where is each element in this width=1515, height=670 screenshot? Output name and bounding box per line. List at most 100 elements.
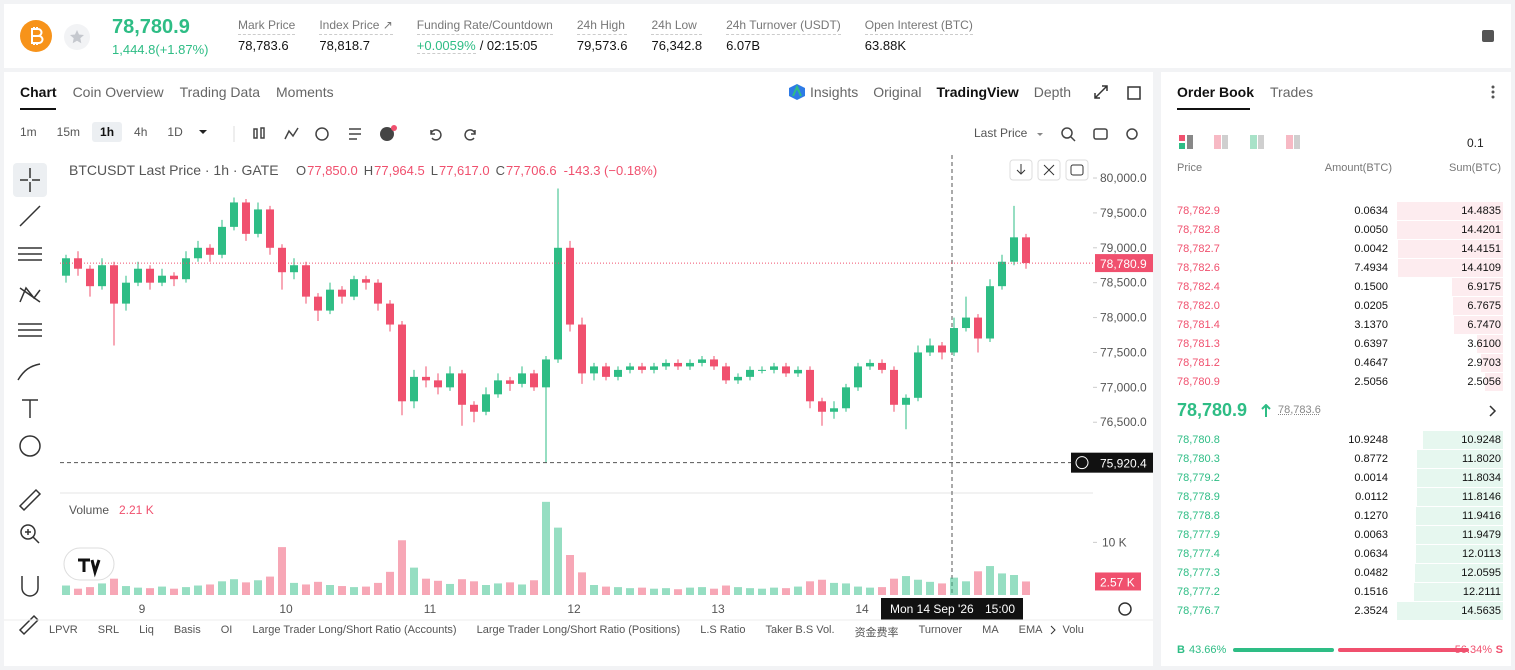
- ob-amount: 0.1270: [1354, 510, 1388, 522]
- ob-amount: 0.4647: [1354, 357, 1388, 369]
- ob-price: 78,781.2: [1177, 357, 1220, 369]
- candle-body: [170, 275, 178, 280]
- ob-mark-price: 78,783.6: [1278, 404, 1321, 416]
- volume-bar: [674, 589, 682, 595]
- indicator[interactable]: SRL: [97, 624, 120, 636]
- volume-bar: [386, 571, 394, 595]
- depth-bar: [1484, 373, 1503, 391]
- indicator[interactable]: L.S Ratio: [700, 624, 746, 636]
- indicator[interactable]: Taker B.S Vol.: [765, 624, 835, 636]
- ohlc-legend: O 77,850.0 H 77,964.5 L 77,617.0 C 77,706.6 -143…: [296, 163, 657, 178]
- ob-price: 78,782.8: [1177, 224, 1220, 236]
- indicator[interactable]: 资金费率: [854, 627, 899, 639]
- stat-label: Mark Price: [238, 18, 296, 35]
- candle-body: [914, 352, 922, 398]
- interval[interactable]: 1D: [167, 125, 183, 139]
- ob-price: 78,782.6: [1177, 262, 1220, 274]
- tab[interactable]: Original: [873, 84, 922, 100]
- ob-view-icons[interactable]: [1177, 134, 1307, 152]
- indicator[interactable]: OI: [220, 624, 233, 636]
- ob-amount: 0.6397: [1354, 338, 1388, 350]
- volume-bar: [794, 586, 802, 595]
- interval[interactable]: 1h: [92, 122, 123, 142]
- volume-bar: [86, 587, 94, 595]
- stat: 24h Turnover (USDT) 6.07B: [726, 18, 841, 54]
- volume-bar: [134, 587, 142, 595]
- volume-bar: [1010, 575, 1018, 595]
- candle-body: [530, 373, 538, 388]
- notebook-icon[interactable]: [1481, 29, 1495, 43]
- tab[interactable]: Insights: [810, 84, 859, 100]
- toolbar-icons: [199, 125, 1138, 142]
- tab[interactable]: Trading Data: [179, 84, 261, 100]
- volume-bar: [458, 579, 466, 595]
- ob-amount: 0.0634: [1354, 205, 1388, 217]
- tab[interactable]: Order Book: [1177, 84, 1255, 100]
- indicator[interactable]: Volu: [1062, 624, 1084, 636]
- indicator[interactable]: Large Trader Long/Short Ratio (Positions…: [476, 624, 681, 636]
- candle-body: [506, 380, 514, 384]
- settings-icon[interactable]: [1118, 602, 1132, 616]
- indicator[interactable]: Large Trader Long/Short Ratio (Accounts): [252, 624, 457, 636]
- chart-buttons[interactable]: [1009, 159, 1089, 181]
- legend-value: 77,617.0: [439, 163, 490, 178]
- legend-value: -143.3 (−0.18%): [564, 163, 658, 178]
- volume-bar: [638, 587, 646, 595]
- interval-bar: 1m 15m 1h 4h 1D: [12, 122, 191, 142]
- candle-body: [902, 397, 910, 405]
- tab[interactable]: Trades: [1270, 84, 1314, 100]
- precision[interactable]: 0.1: [1467, 136, 1484, 150]
- tab[interactable]: TradingView: [936, 84, 1019, 100]
- volume-bar: [350, 587, 358, 595]
- crosshair-time: 15:00: [985, 602, 1015, 616]
- interval[interactable]: 1m: [20, 125, 37, 139]
- depth-bar: [1417, 488, 1503, 506]
- panel-controls[interactable]: [1093, 84, 1143, 102]
- candle-body: [230, 202, 238, 227]
- crosshair-plus: [1075, 456, 1089, 470]
- volume-bar: [590, 585, 598, 595]
- last-price-badge: [1095, 254, 1153, 273]
- header-price: 78,780.9: [112, 16, 190, 38]
- candle-body: [254, 209, 262, 234]
- tab[interactable]: Coin Overview: [72, 84, 164, 100]
- ob-sum: 11.9479: [1462, 529, 1501, 541]
- candle-body: [242, 202, 250, 234]
- interval[interactable]: 4h: [134, 125, 148, 139]
- candle-body: [950, 328, 958, 353]
- volume-bar: [494, 583, 502, 595]
- ob-menu[interactable]: [1489, 84, 1497, 100]
- ob-sum: 10.9248: [1461, 434, 1501, 446]
- volume-bar: [578, 572, 586, 595]
- price-source[interactable]: Last Price: [974, 126, 1028, 140]
- tab[interactable]: Moments: [276, 84, 334, 100]
- ob-tab-underline: [1177, 108, 1250, 110]
- ob-amount: 0.0050: [1354, 224, 1388, 236]
- stat-label: 24h High: [576, 18, 628, 35]
- volume-bar: [374, 582, 382, 595]
- buy-ratio: 43.66%: [1189, 644, 1227, 656]
- stat-number: 78,818.7: [319, 38, 370, 53]
- crosshair-badge: [1071, 452, 1153, 473]
- indicator-next[interactable]: [1050, 625, 1056, 635]
- tab[interactable]: Depth: [1033, 84, 1072, 100]
- favorite-star[interactable]: [64, 24, 90, 50]
- indicator[interactable]: MA: [982, 624, 999, 636]
- ob-price: 78,779.2: [1177, 472, 1220, 484]
- tab[interactable]: Chart: [20, 84, 57, 100]
- interval[interactable]: 15m: [56, 125, 81, 139]
- indicator[interactable]: EMA: [1018, 624, 1043, 636]
- indicator[interactable]: Liq: [139, 624, 154, 636]
- indicator[interactable]: Turnover: [918, 624, 963, 636]
- candle-body: [278, 247, 286, 273]
- x-tick-label: 10: [279, 602, 293, 616]
- x-tick-label: 9: [139, 602, 146, 616]
- mid-next[interactable]: [1488, 404, 1498, 418]
- ob-column: Amount(BTC): [1324, 162, 1392, 174]
- indicator[interactable]: Basis: [173, 624, 201, 636]
- candle-body: [362, 279, 370, 283]
- indicator[interactable]: LPVR: [49, 624, 78, 636]
- candle-body: [686, 362, 694, 367]
- volume-bar: [974, 571, 982, 595]
- stat-number: 79,573.6: [576, 38, 628, 53]
